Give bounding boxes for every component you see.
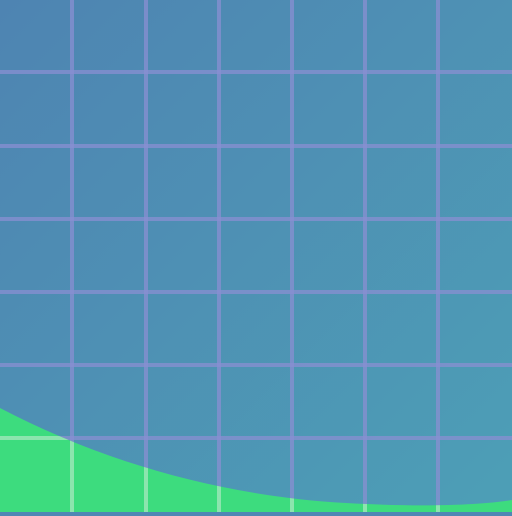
green-curve-fill bbox=[0, 408, 512, 512]
